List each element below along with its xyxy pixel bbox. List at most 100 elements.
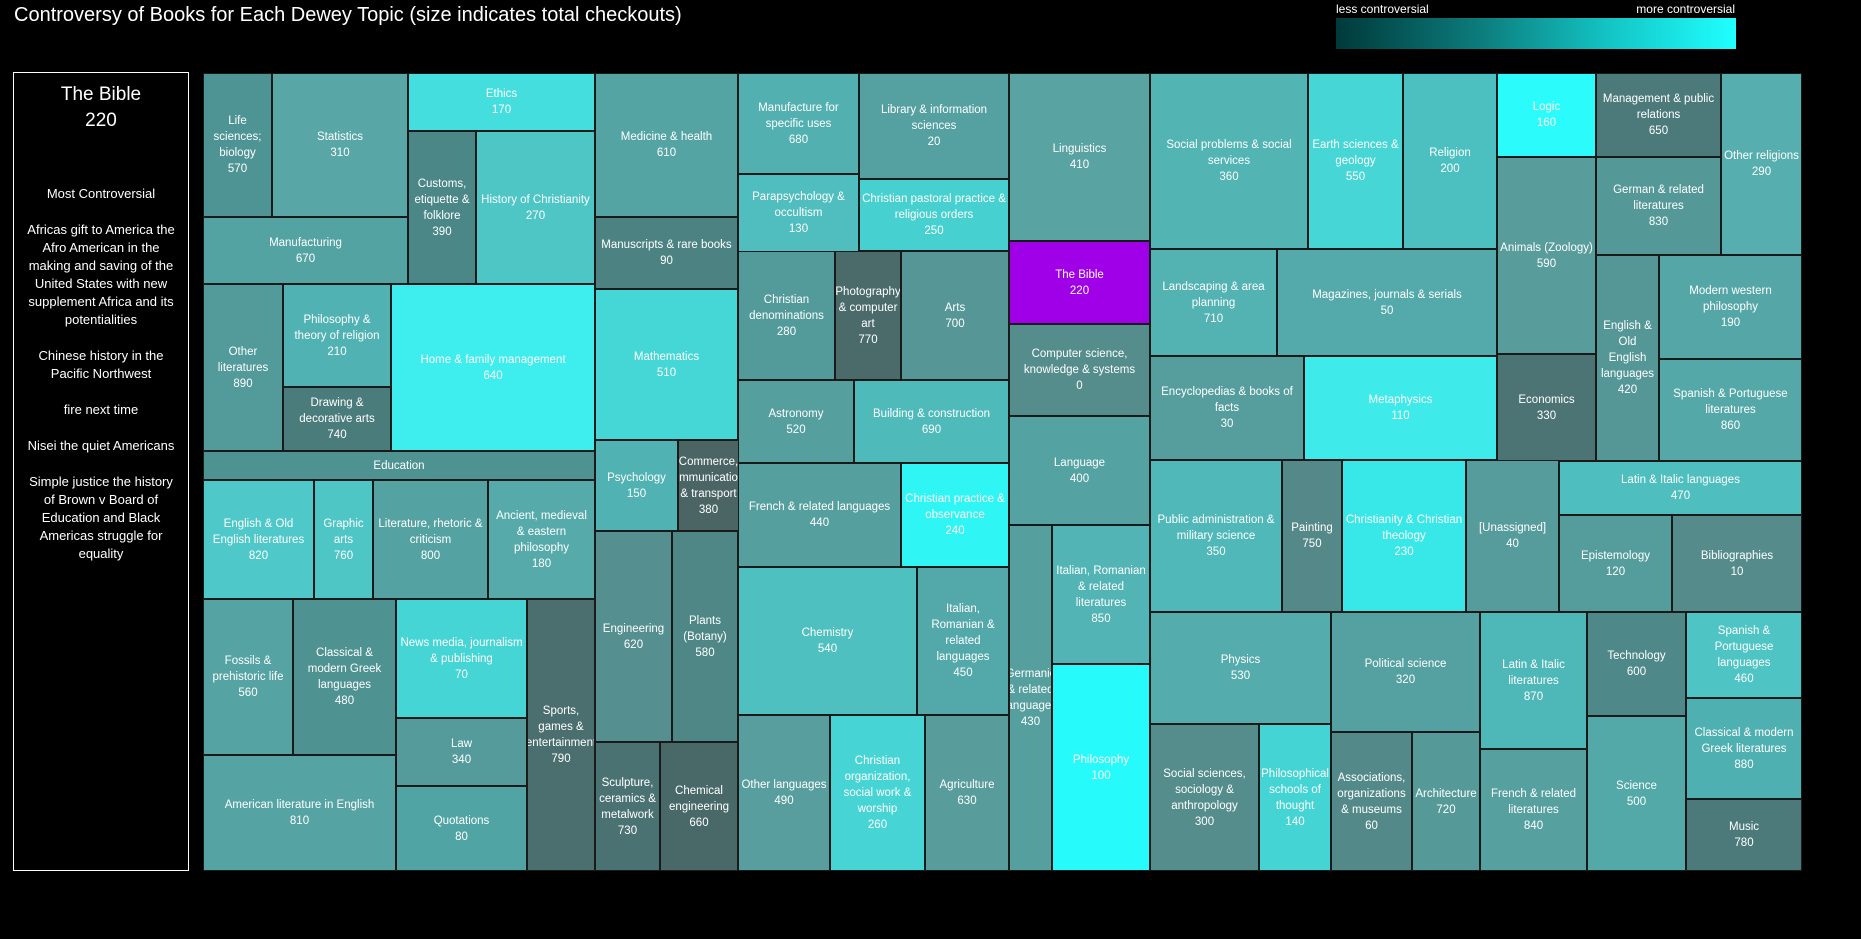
treemap-tile[interactable]: Ethics 170 bbox=[408, 73, 595, 131]
treemap-tile[interactable]: Commerce, communications & transport 380 bbox=[678, 440, 739, 531]
treemap-tile[interactable]: Italian, Romanian & related languages 450 bbox=[917, 567, 1009, 715]
treemap-tile[interactable]: Science 500 bbox=[1587, 716, 1686, 871]
treemap-tile[interactable]: Political science 320 bbox=[1331, 612, 1480, 732]
treemap-tile[interactable]: Literature, rhetoric & criticism 800 bbox=[373, 480, 488, 599]
treemap-tile[interactable]: Sculpture, ceramics & metalwork 730 bbox=[595, 742, 660, 871]
treemap-tile[interactable]: Christian pastoral practice & religious … bbox=[859, 179, 1009, 251]
treemap-tile[interactable]: Metaphysics 110 bbox=[1304, 356, 1497, 460]
treemap-tile[interactable]: Epistemology 120 bbox=[1559, 515, 1672, 612]
treemap-tile[interactable]: Chemistry 540 bbox=[738, 567, 917, 715]
tile-code: 510 bbox=[656, 366, 677, 379]
treemap-tile[interactable]: English & Old English literatures 820 bbox=[203, 480, 314, 599]
treemap-tile[interactable]: Ancient, medieval & eastern philosophy 18… bbox=[488, 480, 595, 599]
treemap-tile[interactable]: Statistics 310 bbox=[272, 73, 408, 217]
treemap-tile[interactable]: Philosophy & theory of religion 210 bbox=[283, 284, 391, 387]
treemap-tile[interactable]: Sports, games & entertainment 790 bbox=[527, 599, 595, 871]
treemap-tile[interactable]: Plants (Botany) 580 bbox=[672, 531, 738, 742]
treemap-tile[interactable]: Arts 700 bbox=[901, 251, 1009, 380]
treemap-tile[interactable]: Astronomy 520 bbox=[738, 380, 854, 463]
treemap-tile[interactable]: Customs, etiquette & folklore 390 bbox=[408, 131, 476, 284]
treemap-tile[interactable]: [Unassigned] 40 bbox=[1466, 460, 1559, 612]
treemap-tile[interactable]: Music 780 bbox=[1686, 799, 1802, 871]
treemap-tile[interactable]: Physics 530 bbox=[1150, 612, 1331, 724]
treemap-tile[interactable]: Architecture 720 bbox=[1412, 732, 1480, 871]
treemap-tile[interactable]: Animals (Zoology) 590 bbox=[1497, 157, 1596, 354]
treemap-tile[interactable]: Parapsychology & occultism 130 bbox=[738, 174, 859, 252]
tile-code: 820 bbox=[248, 549, 269, 562]
tile-code: 440 bbox=[809, 517, 830, 529]
treemap-tile[interactable]: Modern western philosophy 190 bbox=[1659, 255, 1802, 359]
treemap-tile[interactable]: French & related literatures 840 bbox=[1480, 749, 1587, 871]
treemap-tile[interactable]: Social problems & social services 360 bbox=[1150, 73, 1308, 249]
treemap-tile[interactable]: Language 400 bbox=[1009, 416, 1150, 525]
treemap-tile[interactable]: History of Christianity 270 bbox=[476, 131, 595, 284]
treemap-tile[interactable]: Christian practice & observance 240 bbox=[901, 463, 1009, 567]
treemap-tile[interactable]: Technology 600 bbox=[1587, 612, 1686, 716]
treemap-tile[interactable]: Logic 160 bbox=[1497, 73, 1596, 157]
tile-label: Christianity & Christian theology bbox=[1345, 514, 1463, 542]
treemap-tile[interactable]: Management & public relations 650 bbox=[1596, 73, 1721, 157]
treemap-tile[interactable]: German & related literatures 830 bbox=[1596, 157, 1721, 255]
list-item: Africas gift to America the Afro America… bbox=[27, 222, 175, 327]
tile-label: Christian organization, social work & wo… bbox=[843, 755, 912, 815]
treemap-tile[interactable]: Social sciences, sociology & anthropolog… bbox=[1150, 724, 1259, 871]
tile-label: Management & public relations bbox=[1602, 93, 1715, 121]
treemap-tile[interactable]: Building & construction 690 bbox=[854, 380, 1009, 463]
treemap-tile[interactable]: Engineering 620 bbox=[595, 531, 672, 742]
treemap-tile[interactable]: Latin & Italic languages 470 bbox=[1559, 461, 1802, 515]
treemap-tile[interactable]: Bibliographies 10 bbox=[1672, 515, 1802, 612]
treemap-tile[interactable]: English & Old English languages 420 bbox=[1596, 255, 1659, 461]
treemap-tile[interactable]: Linguistics 410 bbox=[1009, 73, 1150, 241]
treemap-tile[interactable]: Philosophical schools of thought 140 bbox=[1259, 724, 1331, 871]
tile-code: 550 bbox=[1345, 171, 1366, 183]
treemap-tile[interactable]: Photography & computer art 770 bbox=[835, 251, 901, 380]
treemap-tile[interactable]: Graphic arts 760 bbox=[314, 480, 373, 599]
treemap-tile[interactable]: Magazines, journals & serials 50 bbox=[1277, 249, 1497, 356]
treemap-tile[interactable]: Christian organization, social work & wo… bbox=[830, 715, 925, 871]
treemap-tile[interactable]: Religion 200 bbox=[1403, 73, 1497, 249]
treemap-tile[interactable]: Life sciences; biology 570 bbox=[203, 73, 272, 217]
treemap-tile[interactable]: Spanish & Portuguese languages 460 bbox=[1686, 612, 1802, 698]
treemap-tile[interactable]: Library & information sciences 20 bbox=[859, 73, 1009, 179]
treemap-tile[interactable]: Medicine & health 610 bbox=[595, 73, 738, 217]
treemap-tile[interactable]: Manuscripts & rare books 90 bbox=[595, 217, 738, 289]
treemap-tile[interactable]: Christian denominations 280 bbox=[738, 251, 835, 380]
treemap-tile[interactable]: American literature in English 810 bbox=[203, 755, 396, 871]
treemap-tile[interactable]: Encyclopedias & books of facts 30 bbox=[1150, 356, 1304, 460]
treemap-tile[interactable]: Associations, organizations & museums 60 bbox=[1331, 732, 1412, 871]
treemap-tile[interactable]: Latin & Italic literatures 870 bbox=[1480, 612, 1587, 749]
treemap-tile[interactable]: Psychology 150 bbox=[595, 440, 678, 531]
treemap-tile[interactable]: Spanish & Portuguese literatures 860 bbox=[1659, 359, 1802, 461]
treemap-tile[interactable]: Home & family management 640 bbox=[391, 284, 595, 451]
treemap-tile[interactable]: French & related languages 440 bbox=[738, 463, 901, 567]
treemap-tile[interactable]: Landscaping & area planning 710 bbox=[1150, 249, 1277, 356]
treemap-tile[interactable]: Law 340 bbox=[396, 718, 527, 786]
treemap-tile[interactable]: Manufacturing 670 bbox=[203, 217, 408, 284]
treemap-tile[interactable]: Quotations 80 bbox=[396, 786, 527, 871]
treemap-tile[interactable]: News media, journalism & publishing 70 bbox=[396, 599, 527, 718]
treemap-tile[interactable]: Other languages 490 bbox=[738, 715, 830, 871]
treemap-tile[interactable]: Chemical engineering 660 bbox=[660, 742, 738, 871]
treemap-tile[interactable]: Computer science, knowledge & systems 0 bbox=[1009, 324, 1150, 416]
treemap-tile[interactable]: Drawing & decorative arts 740 bbox=[283, 387, 391, 451]
treemap-tile[interactable]: Education bbox=[203, 451, 595, 480]
tile-label: Linguistics bbox=[1052, 143, 1107, 155]
treemap-tile[interactable]: Public administration & military science… bbox=[1150, 460, 1282, 612]
treemap-tile[interactable]: Fossils & prehistoric life 560 bbox=[203, 599, 293, 755]
treemap-tile[interactable]: Christianity & Christian theology 230 bbox=[1342, 460, 1466, 612]
treemap-tile[interactable]: Other religions 290 bbox=[1721, 73, 1802, 255]
tile-code: 250 bbox=[924, 225, 944, 237]
treemap-tile[interactable]: Mathematics 510 bbox=[595, 289, 738, 440]
treemap-tile[interactable]: Economics 330 bbox=[1497, 354, 1596, 461]
treemap-tile[interactable]: Earth sciences & geology 550 bbox=[1308, 73, 1403, 249]
treemap-tile[interactable]: Philosophy 100 bbox=[1052, 664, 1150, 871]
treemap-tile[interactable]: Classical & modern Greek languages 480 bbox=[293, 599, 396, 755]
treemap-tile[interactable]: Other literatures 890 bbox=[203, 284, 283, 451]
treemap-tile[interactable]: Painting 750 bbox=[1282, 460, 1342, 612]
treemap-tile[interactable]: Italian, Romanian & related literatures 8… bbox=[1052, 525, 1150, 664]
treemap-tile[interactable]: Agriculture 630 bbox=[925, 715, 1009, 871]
treemap-tile[interactable]: Germanic & related languages 430 bbox=[1009, 525, 1052, 871]
treemap-tile[interactable]: The Bible 220 bbox=[1009, 241, 1150, 324]
treemap-tile[interactable]: Classical & modern Greek literatures 880 bbox=[1686, 698, 1802, 799]
treemap-tile[interactable]: Manufacture for specific uses 680 bbox=[738, 73, 859, 174]
